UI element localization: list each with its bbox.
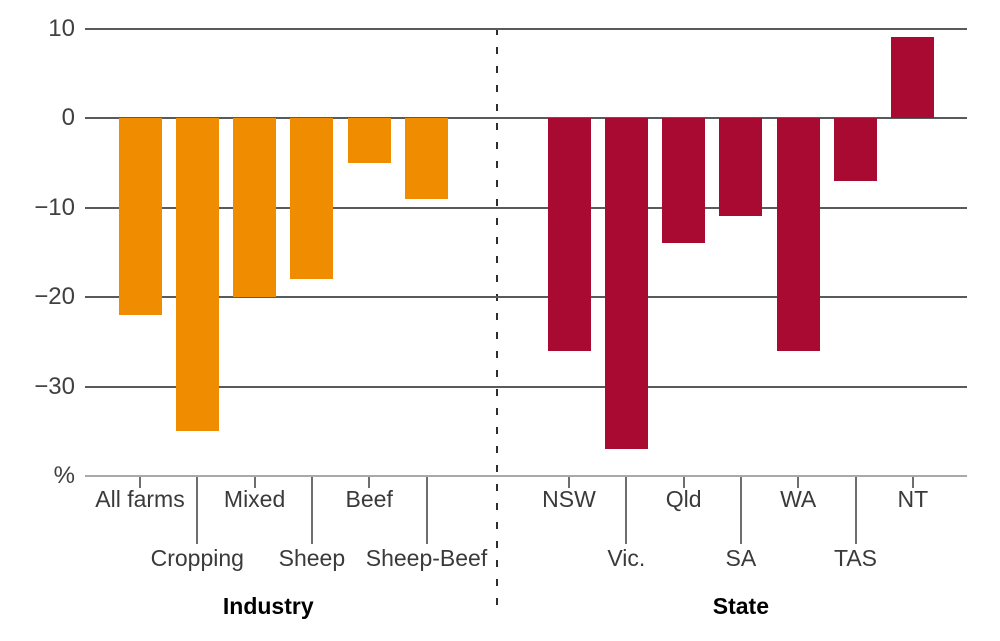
bar-vic: [604, 118, 648, 450]
bar-nsw: [547, 118, 591, 351]
x-axis-tick-tas: [854, 477, 857, 544]
x-axis-tick-nsw: [568, 477, 570, 488]
gridline-10: [85, 27, 967, 30]
bar-qld: [662, 118, 706, 244]
bar-mixed: [233, 118, 277, 297]
group-label-industry: Industry: [222, 593, 314, 619]
x-label-cropping: Cropping: [150, 545, 244, 571]
x-axis-tick-wa: [797, 477, 800, 488]
x-label-sa: SA: [725, 545, 757, 571]
x-axis-tick-sa: [739, 477, 742, 544]
y-axis-tick-label: −30: [34, 372, 75, 400]
x-axis-tick-nt: [911, 477, 914, 488]
bar-wa: [776, 118, 820, 351]
x-axis-tick-mixed: [253, 477, 256, 488]
x-axis-tick-all-farms: [139, 477, 141, 488]
x-axis-baseline: [85, 475, 967, 477]
y-axis-tick-label: −10: [34, 193, 75, 221]
x-label-wa: WA: [780, 486, 817, 512]
y-axis-tick-label: −20: [34, 283, 75, 310]
y-axis-unit-label: %: [53, 462, 75, 489]
x-axis-tick-sheep: [310, 477, 313, 544]
x-label-nsw: NSW: [542, 486, 596, 512]
x-label-sheep: Sheep: [278, 545, 346, 571]
gridline-0: [85, 117, 967, 119]
bar-sheep: [290, 118, 334, 280]
bar-beef: [347, 118, 391, 163]
bar-nt: [891, 37, 935, 118]
x-axis-tick-qld: [682, 477, 685, 488]
gridline--30: [85, 385, 967, 388]
bar-cropping: [175, 118, 219, 432]
bar-all-farms: [118, 118, 162, 315]
y-axis-tick-label: 10: [48, 14, 75, 42]
gridline--10: [85, 206, 967, 209]
y-axis-tick-label: 0: [61, 104, 75, 131]
x-axis-tick-cropping: [196, 477, 199, 544]
group-label-state: State: [712, 593, 770, 619]
x-label-nt: NT: [897, 486, 929, 512]
x-axis-tick-beef: [368, 477, 371, 488]
x-axis-tick-sheep-beef: [425, 477, 428, 544]
bar-sa: [719, 118, 763, 217]
x-label-tas: TAS: [833, 545, 878, 571]
x-label-qld: Qld: [665, 486, 702, 512]
x-label-mixed: Mixed: [223, 486, 286, 512]
bar-sheep-beef: [405, 118, 448, 199]
x-label-sheep-beef: Sheep-Beef: [365, 545, 488, 571]
x-label-vic: Vic.: [607, 545, 646, 571]
x-label-all-farms: All farms: [95, 486, 185, 512]
industry-state-divider-line: [496, 28, 498, 612]
x-axis-tick-vic: [625, 477, 628, 544]
gridline--20: [85, 296, 967, 298]
bar-tas: [834, 118, 877, 181]
x-label-beef: Beef: [345, 486, 393, 512]
